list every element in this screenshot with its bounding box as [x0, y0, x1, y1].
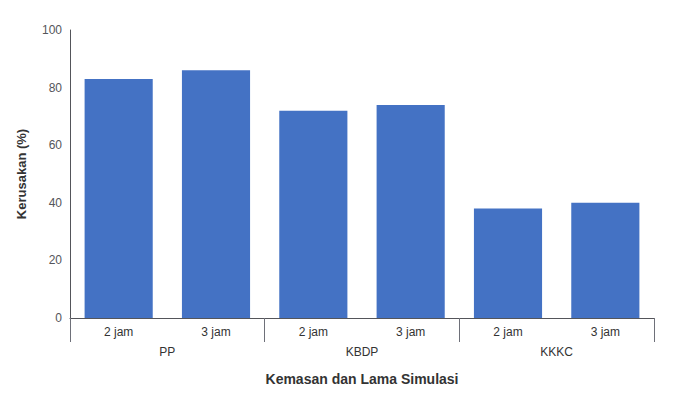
svg-text:2 jam: 2 jam [493, 325, 522, 339]
svg-text:3 jam: 3 jam [201, 325, 230, 339]
svg-text:100: 100 [42, 23, 62, 37]
svg-text:KBDP: KBDP [346, 345, 379, 359]
svg-text:20: 20 [49, 253, 63, 267]
svg-text:KKKC: KKKC [540, 345, 573, 359]
svg-text:Kemasan dan Lama Simulasi: Kemasan dan Lama Simulasi [266, 371, 459, 387]
svg-text:PP: PP [159, 345, 175, 359]
svg-text:60: 60 [49, 138, 63, 152]
svg-text:Kerusakan (%): Kerusakan (%) [14, 129, 29, 219]
svg-text:3 jam: 3 jam [396, 325, 425, 339]
svg-text:2 jam: 2 jam [104, 325, 133, 339]
svg-text:80: 80 [49, 81, 63, 95]
svg-text:2 jam: 2 jam [299, 325, 328, 339]
svg-text:0: 0 [55, 311, 62, 325]
svg-text:40: 40 [49, 196, 63, 210]
svg-text:3 jam: 3 jam [591, 325, 620, 339]
